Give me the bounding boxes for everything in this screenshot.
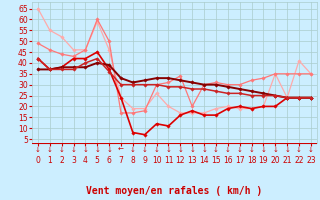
Text: ↓: ↓ xyxy=(249,147,254,153)
Text: ←: ← xyxy=(118,147,124,153)
Text: ↓: ↓ xyxy=(177,147,183,153)
Text: 5: 5 xyxy=(95,156,100,165)
Text: ↓: ↓ xyxy=(130,147,136,153)
Text: 12: 12 xyxy=(176,156,185,165)
Text: 14: 14 xyxy=(199,156,209,165)
Text: 22: 22 xyxy=(294,156,304,165)
Text: ↓: ↓ xyxy=(308,147,314,153)
Text: ↓: ↓ xyxy=(272,147,278,153)
Text: ↓: ↓ xyxy=(225,147,231,153)
Text: ↓: ↓ xyxy=(142,147,148,153)
Text: 9: 9 xyxy=(142,156,147,165)
Text: 21: 21 xyxy=(282,156,292,165)
Text: 23: 23 xyxy=(306,156,316,165)
Text: ↓: ↓ xyxy=(296,147,302,153)
Text: 7: 7 xyxy=(119,156,124,165)
Text: 11: 11 xyxy=(164,156,173,165)
Text: 20: 20 xyxy=(270,156,280,165)
Text: 18: 18 xyxy=(247,156,256,165)
Text: 6: 6 xyxy=(107,156,112,165)
Text: 19: 19 xyxy=(259,156,268,165)
Text: ↓: ↓ xyxy=(47,147,53,153)
Text: 3: 3 xyxy=(71,156,76,165)
Text: ↓: ↓ xyxy=(260,147,266,153)
Text: ↓: ↓ xyxy=(237,147,243,153)
Text: Vent moyen/en rafales ( km/h ): Vent moyen/en rafales ( km/h ) xyxy=(86,186,262,196)
Text: ↓: ↓ xyxy=(83,147,88,153)
Text: 15: 15 xyxy=(211,156,221,165)
Text: ↓: ↓ xyxy=(59,147,65,153)
Text: 16: 16 xyxy=(223,156,233,165)
Text: ↓: ↓ xyxy=(201,147,207,153)
Text: 2: 2 xyxy=(59,156,64,165)
Text: 1: 1 xyxy=(47,156,52,165)
Text: 17: 17 xyxy=(235,156,244,165)
Text: ↓: ↓ xyxy=(35,147,41,153)
Text: ↓: ↓ xyxy=(94,147,100,153)
Text: ↓: ↓ xyxy=(284,147,290,153)
Text: 10: 10 xyxy=(152,156,161,165)
Text: ↓: ↓ xyxy=(189,147,195,153)
Text: ↓: ↓ xyxy=(213,147,219,153)
Text: 8: 8 xyxy=(131,156,135,165)
Text: ↓: ↓ xyxy=(165,147,172,153)
Text: ↓: ↓ xyxy=(71,147,76,153)
Text: 0: 0 xyxy=(36,156,40,165)
Text: ↓: ↓ xyxy=(106,147,112,153)
Text: ↓: ↓ xyxy=(154,147,160,153)
Text: 13: 13 xyxy=(188,156,197,165)
Text: 4: 4 xyxy=(83,156,88,165)
